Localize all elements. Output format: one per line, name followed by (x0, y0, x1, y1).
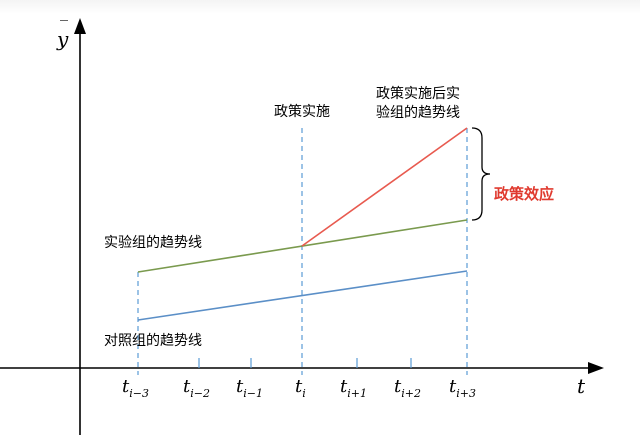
control-trend-line (137, 270, 468, 321)
tick-label: ti−2 (183, 376, 210, 400)
y-axis-arrowhead (74, 18, 86, 34)
tick-label: ti+1 (340, 376, 367, 400)
policy-effect-label: 政策效应 (494, 185, 554, 203)
post-policy-label-line2: 验组的趋势线 (376, 105, 460, 121)
tick-label: ti+2 (394, 376, 421, 400)
y-axis-bar: ‾ (60, 17, 68, 36)
x-tick-labels: ti−3 ti−2 ti−1 ti ti+1 ti+2 ti+3 (122, 376, 476, 400)
post-policy-trend-line (301, 127, 468, 247)
policy-effect-brace (471, 127, 491, 221)
policy-start-label: 政策实施 (274, 103, 330, 120)
treatment-trend-label: 实验组的趋势线 (104, 235, 202, 251)
y-axis-label: y (56, 27, 69, 51)
tick-label: ti−1 (236, 376, 263, 400)
control-trend-label: 对照组的趋势线 (104, 333, 202, 349)
x-axis-arrowhead (588, 362, 604, 374)
post-policy-label-line1: 政策实施后实 (376, 85, 460, 102)
x-axis-label: t (577, 374, 586, 398)
tick-label: ti−3 (122, 376, 149, 400)
tick-label: ti+3 (449, 376, 476, 400)
tick-label: ti (295, 376, 306, 400)
